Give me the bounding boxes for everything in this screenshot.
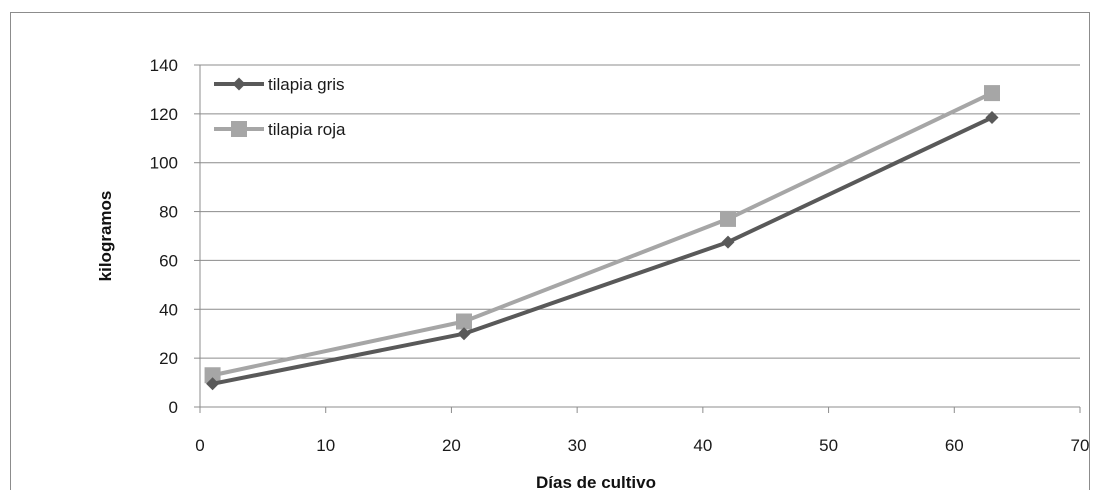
- square-marker: [720, 210, 736, 227]
- series-tilapia-gris: [206, 111, 999, 391]
- series-tilapia-roja: [204, 85, 1000, 384]
- x-tick-label: 10: [316, 436, 335, 455]
- y-tick-label: 0: [169, 398, 178, 417]
- diamond-marker: [232, 77, 246, 91]
- y-tick-label: 20: [159, 349, 178, 368]
- diamond-marker: [721, 235, 735, 249]
- diamond-marker: [985, 111, 999, 125]
- x-tick-label: 0: [195, 436, 204, 455]
- gridlines: [200, 64, 1080, 359]
- x-tick-labels: 0 10 20 30 40 50 60 70: [195, 436, 1089, 455]
- y-tick-label: 80: [159, 203, 178, 222]
- y-axis-title: kilogramos: [96, 191, 115, 282]
- y-tick-label: 120: [150, 105, 178, 124]
- legend-label: tilapia roja: [268, 120, 346, 139]
- y-tick-label: 140: [150, 56, 178, 75]
- y-tick-label: 60: [159, 251, 178, 270]
- x-tick-label: 50: [819, 436, 838, 455]
- legend-label: tilapia gris: [268, 75, 345, 94]
- diamond-marker: [457, 327, 471, 341]
- series-line: [212, 91, 993, 378]
- legend: tilapia gris tilapia roja: [214, 75, 346, 139]
- x-tick-label: 40: [693, 436, 712, 455]
- square-marker: [984, 85, 1000, 102]
- y-tick-labels: 0 20 40 60 80 100 120 140: [150, 56, 178, 417]
- series-group: [204, 85, 1000, 391]
- x-tick-label: 30: [568, 436, 587, 455]
- legend-item: tilapia gris: [214, 75, 345, 94]
- y-tick-label: 100: [150, 154, 178, 173]
- y-tick-label: 40: [159, 300, 178, 319]
- series-line: [212, 115, 993, 386]
- x-axis-title: Días de cultivo: [536, 473, 656, 492]
- square-marker: [456, 313, 472, 330]
- square-marker: [231, 121, 247, 137]
- x-tick-label: 20: [442, 436, 461, 455]
- axes: [194, 64, 1081, 413]
- x-tick-label: 70: [1071, 436, 1090, 455]
- diamond-marker: [206, 377, 220, 391]
- legend-item: tilapia roja: [214, 120, 346, 139]
- square-marker: [204, 367, 221, 384]
- x-tick-label: 60: [945, 436, 964, 455]
- chart-frame: [10, 12, 1090, 490]
